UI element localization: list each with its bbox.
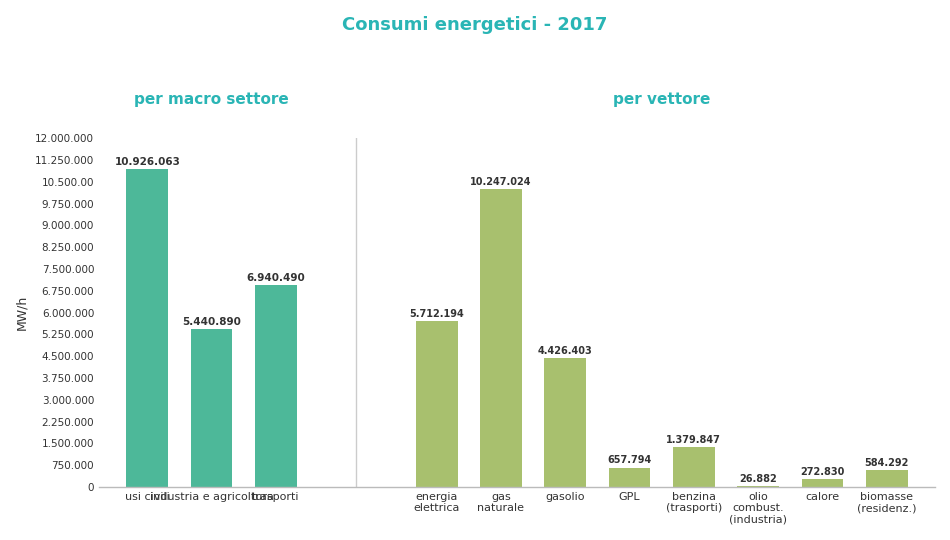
Text: 26.882: 26.882 <box>739 474 777 484</box>
Text: 5.712.194: 5.712.194 <box>409 309 464 319</box>
Text: Consumi energetici - 2017: Consumi energetici - 2017 <box>342 16 608 34</box>
Text: 4.426.403: 4.426.403 <box>538 346 593 356</box>
Text: 10.926.063: 10.926.063 <box>114 157 180 167</box>
Bar <box>802 479 844 487</box>
Text: 10.247.024: 10.247.024 <box>470 177 532 187</box>
Text: per macro settore: per macro settore <box>134 92 289 107</box>
Bar <box>673 447 714 487</box>
Bar <box>126 170 168 487</box>
Text: 1.379.847: 1.379.847 <box>666 435 721 444</box>
Text: 6.940.490: 6.940.490 <box>246 273 305 283</box>
Text: 584.292: 584.292 <box>864 457 909 468</box>
Bar <box>865 470 907 487</box>
Bar <box>416 321 458 487</box>
Bar <box>737 486 779 487</box>
Y-axis label: MW/h: MW/h <box>15 295 28 330</box>
Bar <box>609 468 651 487</box>
Text: 272.830: 272.830 <box>800 467 845 477</box>
Bar <box>480 189 522 487</box>
Bar <box>544 359 586 487</box>
Bar <box>191 329 233 487</box>
Text: 5.440.890: 5.440.890 <box>182 316 241 327</box>
Text: per vettore: per vettore <box>613 92 711 107</box>
Bar <box>255 285 296 487</box>
Text: 657.794: 657.794 <box>607 456 652 465</box>
